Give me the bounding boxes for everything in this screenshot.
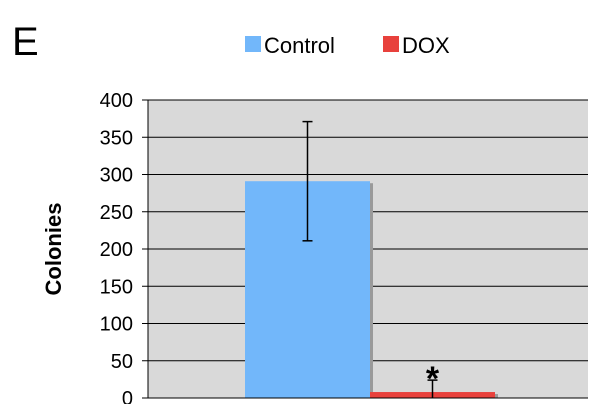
significance-asterisk: * — [426, 360, 440, 398]
y-axis-tick-labels: 0 50 100 150 200 250 300 350 400 — [100, 90, 133, 404]
y-tick-label: 50 — [111, 351, 133, 373]
y-axis-label: Colonies — [41, 203, 66, 296]
annotations: * — [426, 360, 440, 398]
y-tick-label: 200 — [100, 239, 133, 261]
legend-label-control: Control — [264, 33, 335, 58]
y-tick-label: 250 — [100, 202, 133, 224]
y-tick-label: 100 — [100, 314, 133, 336]
y-tick-label: 400 — [100, 90, 133, 112]
y-tick-label: 0 — [122, 388, 133, 404]
legend-swatch-control — [245, 36, 261, 52]
legend: Control DOX — [245, 33, 450, 58]
legend-label-dox: DOX — [402, 33, 450, 58]
panel-label: E — [12, 20, 39, 64]
error-bars — [302, 120, 438, 398]
y-tick-label: 350 — [100, 127, 133, 149]
y-tick-label: 150 — [100, 276, 133, 298]
y-tick-label: 300 — [100, 165, 133, 187]
legend-swatch-dox — [383, 36, 399, 52]
